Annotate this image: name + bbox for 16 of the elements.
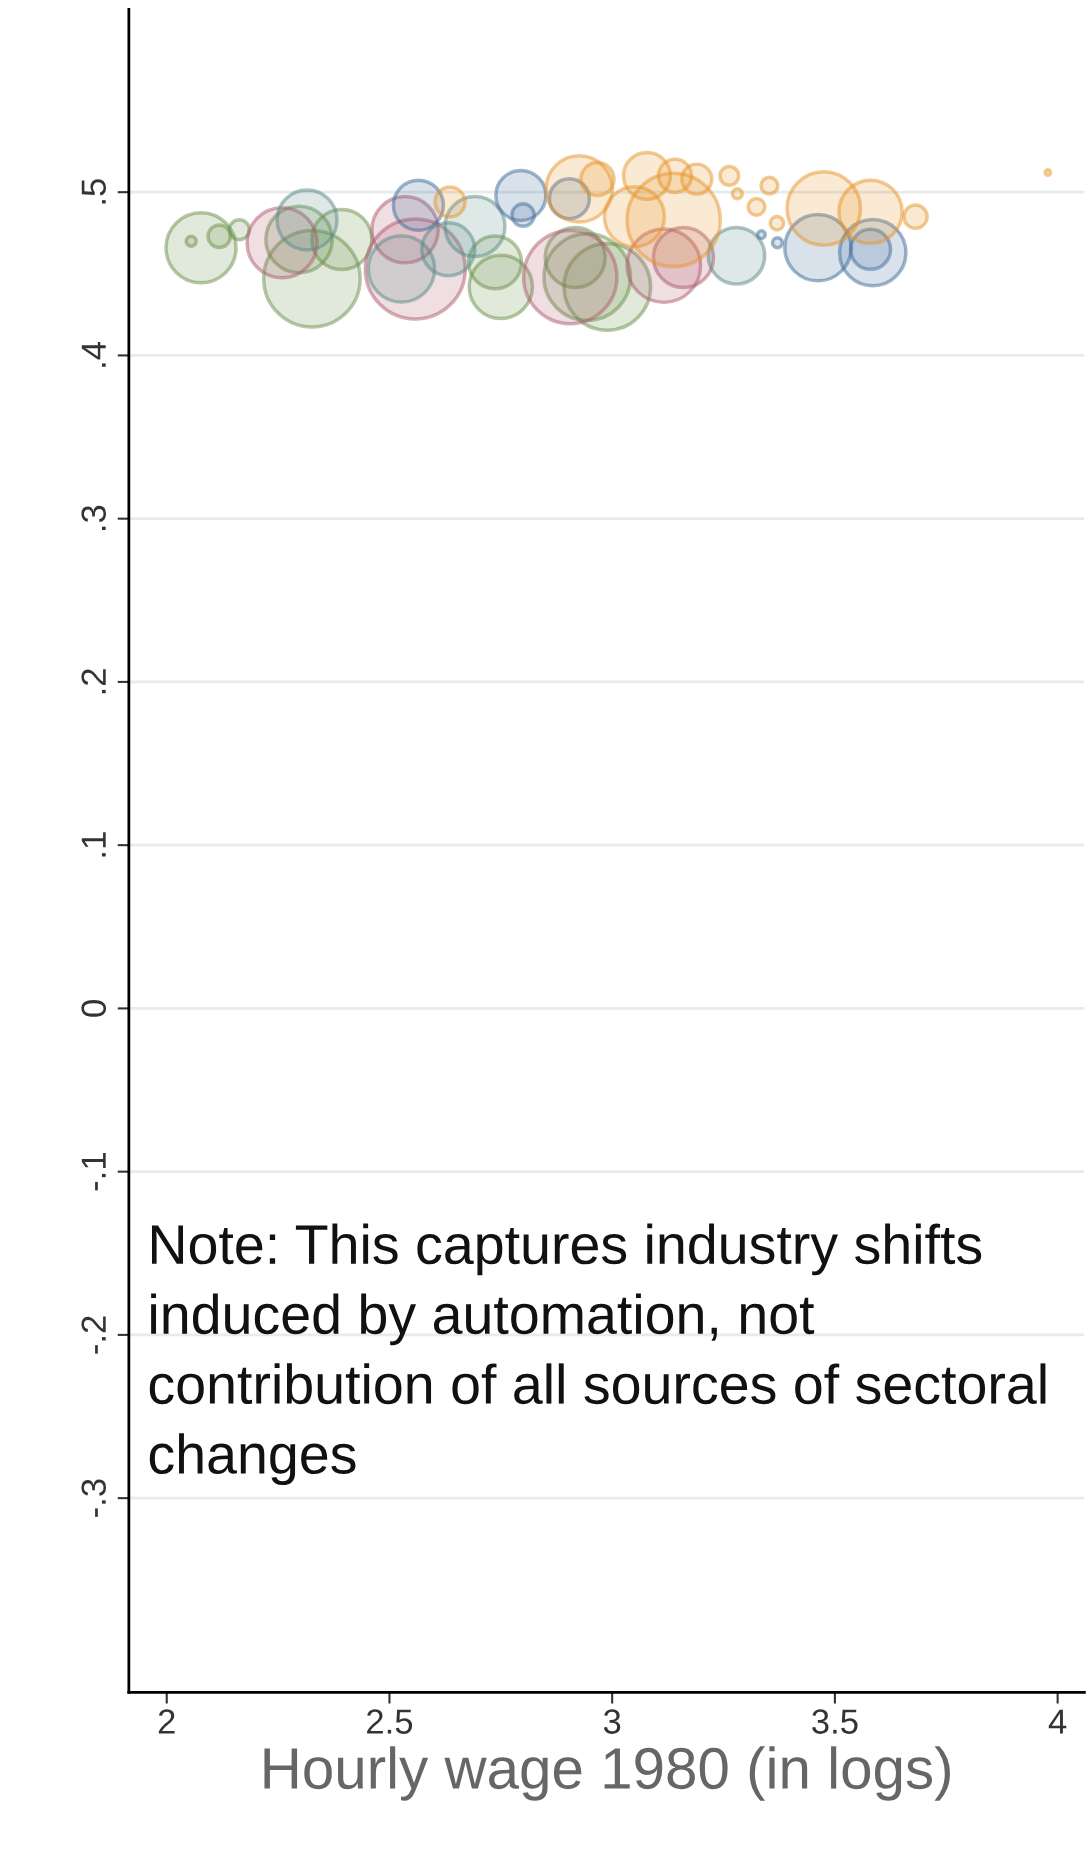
x-tick-label: 2.5 <box>367 1709 413 1734</box>
y-tick-label: .1 <box>81 832 106 857</box>
y-tick-label: .5 <box>81 179 107 204</box>
y-tick-label: -.1 <box>81 1153 106 1191</box>
x-axis-title: Hourly wage 1980 (in logs) <box>264 1746 950 1801</box>
annotation: Note: This captures industry shifts induced by automation, not contribution of all sources of sectoral changes <box>149 1223 1046 1486</box>
x-tick-label: 2 <box>158 1709 175 1734</box>
x-tick-label: 3.5 <box>812 1709 858 1734</box>
y-tick-label: .4 <box>81 341 106 367</box>
y-tick-label: -.2 <box>81 1316 106 1354</box>
y-tick-label: 0 <box>81 1000 107 1017</box>
y-tick-label: .3 <box>81 505 107 530</box>
x-tick-label: 3 <box>603 1709 621 1734</box>
x-tick-label: 4 <box>1048 1709 1067 1734</box>
y-tick-label: .2 <box>81 669 106 694</box>
y-tick-label: -.3 <box>81 1479 107 1517</box>
